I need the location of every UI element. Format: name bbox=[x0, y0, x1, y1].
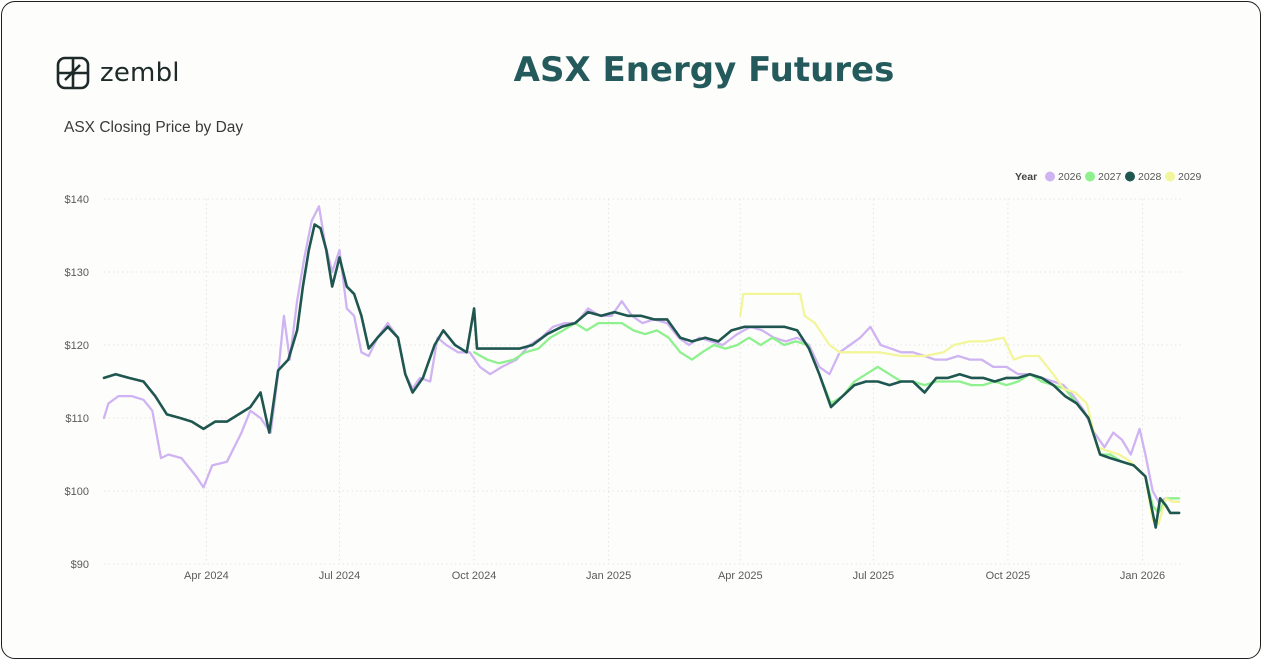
x-tick-label: Jan 2025 bbox=[586, 570, 631, 582]
legend-swatch-2028 bbox=[1125, 171, 1135, 182]
y-tick-label: $100 bbox=[65, 486, 89, 498]
legend-swatch-2026 bbox=[1045, 171, 1055, 182]
series-line-2028[interactable] bbox=[102, 223, 1181, 529]
y-tick-label: $120 bbox=[65, 340, 89, 352]
legend-swatch-2027 bbox=[1085, 171, 1095, 182]
x-tick-label: Jul 2025 bbox=[853, 570, 895, 582]
x-tick-label: Jul 2024 bbox=[319, 570, 361, 582]
y-axis: $90 $100 $110 $120 $130 $140 bbox=[65, 194, 89, 571]
zembl-logo-icon bbox=[56, 56, 90, 90]
brand-logo: zembl bbox=[56, 56, 180, 90]
x-tick-label: Oct 2025 bbox=[986, 570, 1031, 582]
legend-title: Year bbox=[1015, 171, 1037, 183]
legend-label-2026[interactable]: 2026 bbox=[1058, 171, 1082, 183]
y-tick-label: $130 bbox=[65, 267, 89, 279]
series-line-2026[interactable] bbox=[102, 205, 1181, 504]
x-tick-label: Apr 2024 bbox=[184, 570, 229, 582]
series-line-2027[interactable] bbox=[472, 321, 1181, 515]
chart-legend: Year 2026 2027 2028 2029 bbox=[1015, 171, 1202, 183]
y-tick-label: $140 bbox=[65, 194, 89, 206]
series-line-2029[interactable] bbox=[739, 292, 1181, 526]
brand-name: zembl bbox=[100, 58, 180, 88]
y-tick-label: $110 bbox=[65, 413, 89, 425]
chart-series bbox=[102, 205, 1181, 529]
legend-label-2029[interactable]: 2029 bbox=[1178, 171, 1202, 183]
x-tick-label: Apr 2025 bbox=[718, 570, 763, 582]
x-axis: Apr 2024 Jul 2024 Oct 2024 Jan 2025 Apr 2025… bbox=[184, 570, 1165, 582]
x-tick-label: Oct 2024 bbox=[452, 570, 497, 582]
legend-label-2028[interactable]: 2028 bbox=[1138, 171, 1162, 183]
legend-label-2027[interactable]: 2027 bbox=[1098, 171, 1122, 183]
x-tick-label: Jan 2026 bbox=[1120, 570, 1165, 582]
y-tick-label: $90 bbox=[71, 559, 89, 571]
legend-swatch-2029 bbox=[1165, 171, 1175, 182]
chart-title: ASX Closing Price by Day bbox=[64, 119, 244, 136]
page-title: ASX Energy Futures bbox=[513, 50, 895, 90]
